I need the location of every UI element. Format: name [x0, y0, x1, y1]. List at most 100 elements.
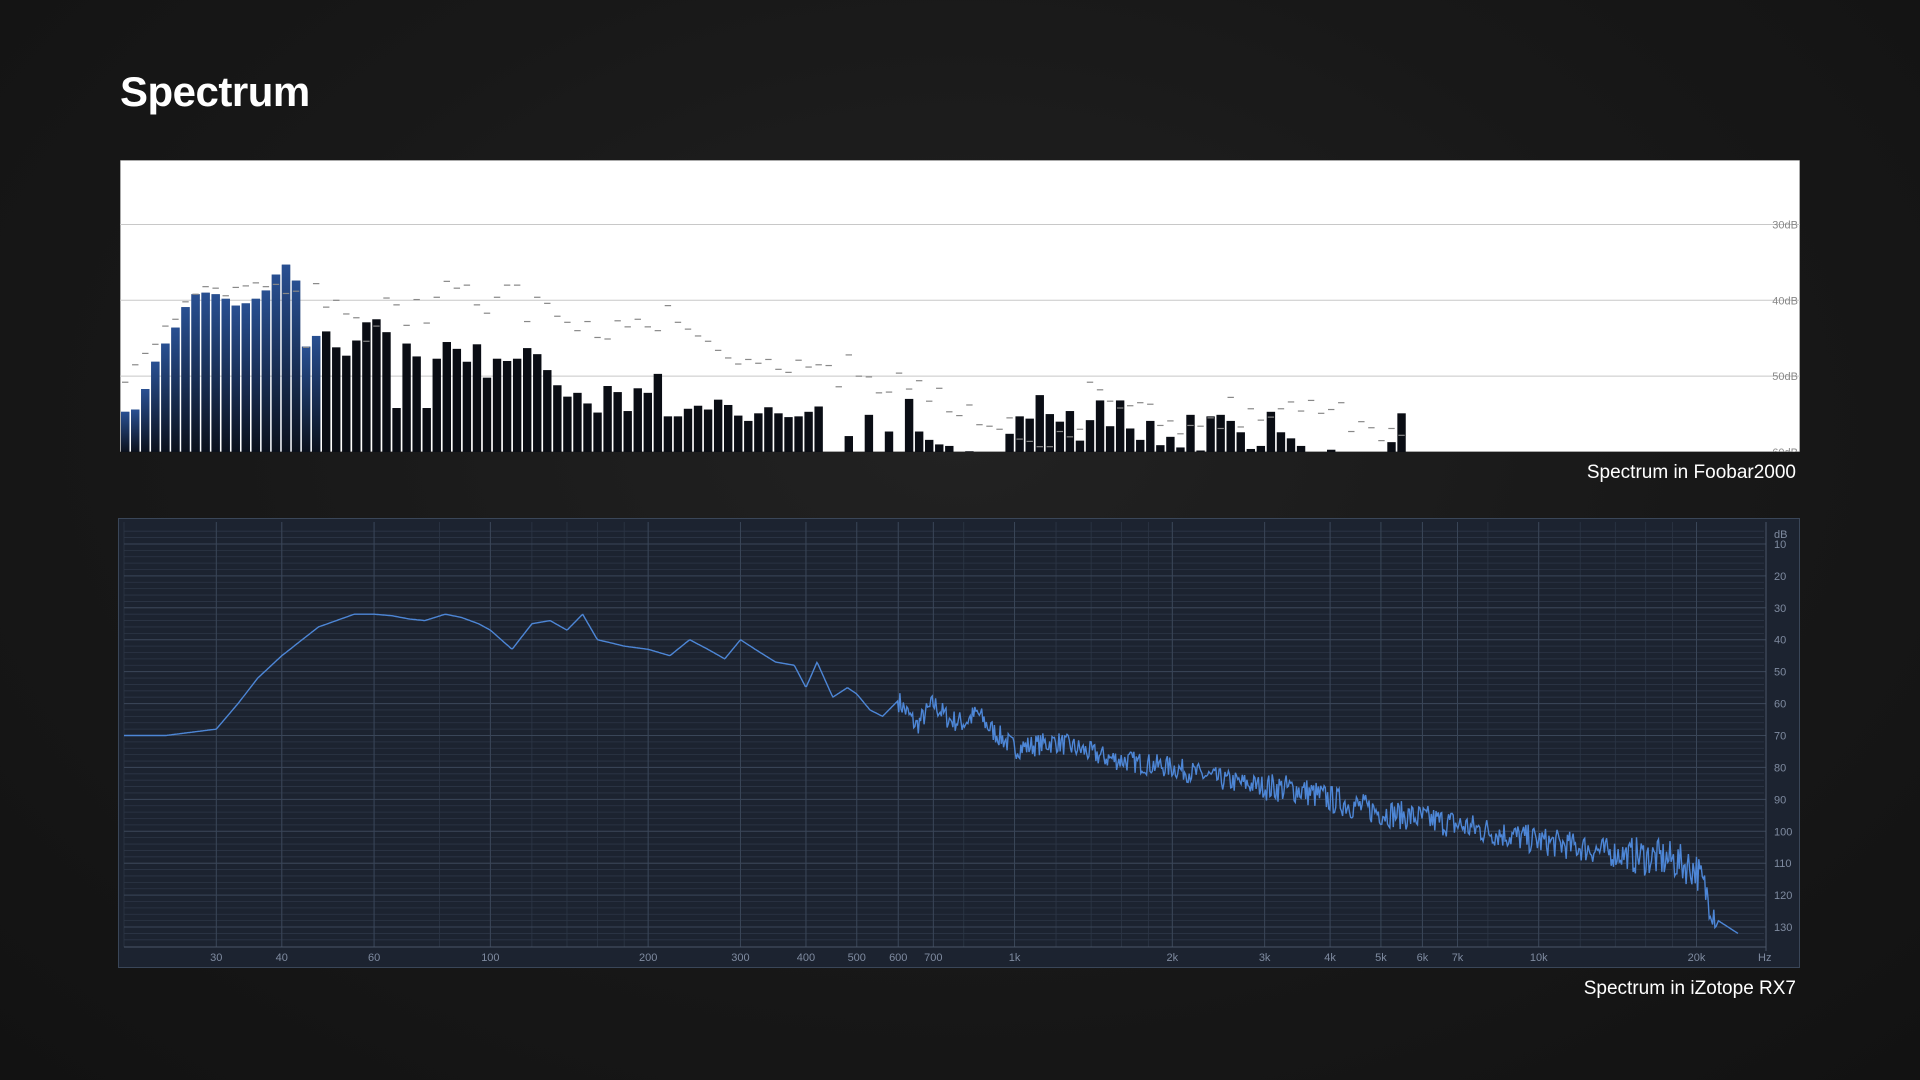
izotope-spectrum-line [124, 613, 1739, 935]
izotope-plot-background [118, 518, 1800, 968]
foobar-bar-shade [191, 294, 200, 452]
foobar-bar [332, 347, 341, 452]
foobar-bar [1166, 436, 1175, 452]
foobar-bar-shade [221, 298, 230, 452]
foobar-y-tick-label: 40dB [1772, 295, 1798, 307]
foobar-bar [764, 407, 773, 452]
foobar-bar [563, 396, 572, 452]
foobar-bar-shade [241, 303, 250, 452]
foobar-bar [653, 373, 663, 452]
foobar-bar [925, 439, 934, 452]
foobar-bar [442, 342, 451, 452]
foobar-bar-shade [311, 335, 321, 452]
izotope-y-tick-label: 40 [1774, 635, 1786, 647]
foobar-bar [1146, 420, 1155, 452]
foobar-bar-shade [301, 346, 311, 452]
foobar-bar [1206, 416, 1215, 452]
foobar-bar [512, 358, 522, 452]
izotope-x-tick-label: 7k [1452, 952, 1464, 964]
foobar-bar [603, 386, 612, 452]
foobar-bar [543, 370, 552, 452]
foobar-gridlines [120, 223, 1800, 377]
izotope-y-tick-label: 90 [1774, 794, 1786, 806]
foobar-bar [1286, 438, 1296, 452]
foobar-bar [693, 405, 703, 452]
izotope-x-tick-label: 10k [1530, 952, 1548, 964]
foobar-bar [935, 444, 944, 452]
foobar-bar [342, 355, 351, 452]
foobar-bar-shade [211, 294, 220, 452]
foobar-bar [1075, 440, 1085, 452]
foobar-bar [1035, 395, 1044, 452]
foobar-bar-shade [201, 292, 210, 452]
foobar-bar [372, 319, 381, 452]
foobar-bar-shade [181, 307, 190, 452]
foobar-peak-markers [122, 280, 1405, 448]
izotope-x-tick-label: 40 [276, 952, 288, 964]
foobar-y-labels: 30dB 40dB 50dB 60dB [1772, 219, 1798, 452]
izotope-gridlines [123, 522, 1767, 951]
foobar-bar-shade [171, 327, 180, 452]
izotope-x-tick-label: 100 [481, 952, 499, 964]
foobar-bar [1176, 447, 1185, 452]
foobar-bar [794, 416, 803, 452]
foobar-bar-shade [291, 280, 301, 452]
foobar-bar [673, 416, 683, 452]
foobar-bar [1045, 414, 1054, 452]
izotope-y-tick-label: 70 [1774, 731, 1786, 743]
foobar-plot-background [120, 160, 1800, 452]
foobar-bar [1025, 418, 1034, 452]
foobar-bar [633, 388, 642, 452]
izotope-y-tick-label: 10 [1774, 539, 1786, 551]
foobar-bar [533, 354, 542, 452]
izotope-y-tick-label: 50 [1774, 667, 1786, 679]
izotope-x-labels: 30 40 60 100 200 300 400 500 600 700 1k 2k 3k 4k 5k 6k 7… [210, 952, 1706, 964]
foobar-bar [1015, 416, 1024, 452]
foobar-bar [482, 377, 492, 452]
izotope-y-tick-label: 100 [1774, 826, 1792, 838]
foobar-caption: Spectrum in Foobar2000 [1586, 462, 1796, 483]
foobar-bar [362, 322, 371, 452]
foobar-bar [663, 416, 673, 452]
foobar-bar [462, 361, 472, 452]
foobar-bar [1186, 414, 1195, 452]
foobar-bar [1085, 420, 1095, 452]
foobar-bar [814, 406, 823, 452]
izotope-x-tick-label: 5k [1375, 952, 1387, 964]
foobar-bar [884, 431, 894, 452]
izotope-x-tick-label: 600 [889, 952, 907, 964]
foobar-bar [402, 343, 411, 452]
foobar-bar [1156, 445, 1165, 452]
foobar-spectrum-chart: 30dB 40dB 50dB 60dB [120, 160, 1800, 452]
foobar-bar [965, 451, 974, 452]
foobar-bar [1115, 400, 1125, 452]
foobar-y-tick-label: 60dB [1772, 447, 1798, 452]
foobar-bar [1296, 445, 1306, 452]
foobar-bar [573, 392, 582, 452]
foobar-bar [1055, 421, 1065, 452]
foobar-bar [1327, 449, 1336, 452]
foobar-bar [784, 417, 793, 452]
izotope-x-tick-label: 300 [731, 952, 749, 964]
foobar-bar [734, 415, 743, 452]
foobar-bar [492, 358, 502, 452]
foobar-bar [754, 413, 763, 452]
foobar-bar [1266, 411, 1276, 452]
foobar-bar-shade [231, 305, 240, 452]
foobar-bar [1105, 426, 1115, 452]
izotope-x-tick-label: 6k [1417, 952, 1429, 964]
foobar-bar [1136, 439, 1145, 452]
foobar-bar-shade [131, 409, 140, 452]
izotope-x-tick-label: 20k [1688, 952, 1706, 964]
foobar-bar [844, 436, 853, 452]
foobar-bar-shade [121, 411, 130, 452]
foobar-bar [502, 360, 512, 452]
izotope-y-tick-label: 80 [1774, 762, 1786, 774]
foobar-bar [1397, 413, 1406, 452]
foobar-bar [593, 412, 602, 452]
izotope-x-tick-label: 200 [639, 952, 657, 964]
foobar-bar [1126, 428, 1135, 452]
izotope-y-tick-label: 130 [1774, 922, 1792, 934]
izotope-x-tick-label: 4k [1324, 952, 1336, 964]
foobar-bar [352, 340, 361, 452]
